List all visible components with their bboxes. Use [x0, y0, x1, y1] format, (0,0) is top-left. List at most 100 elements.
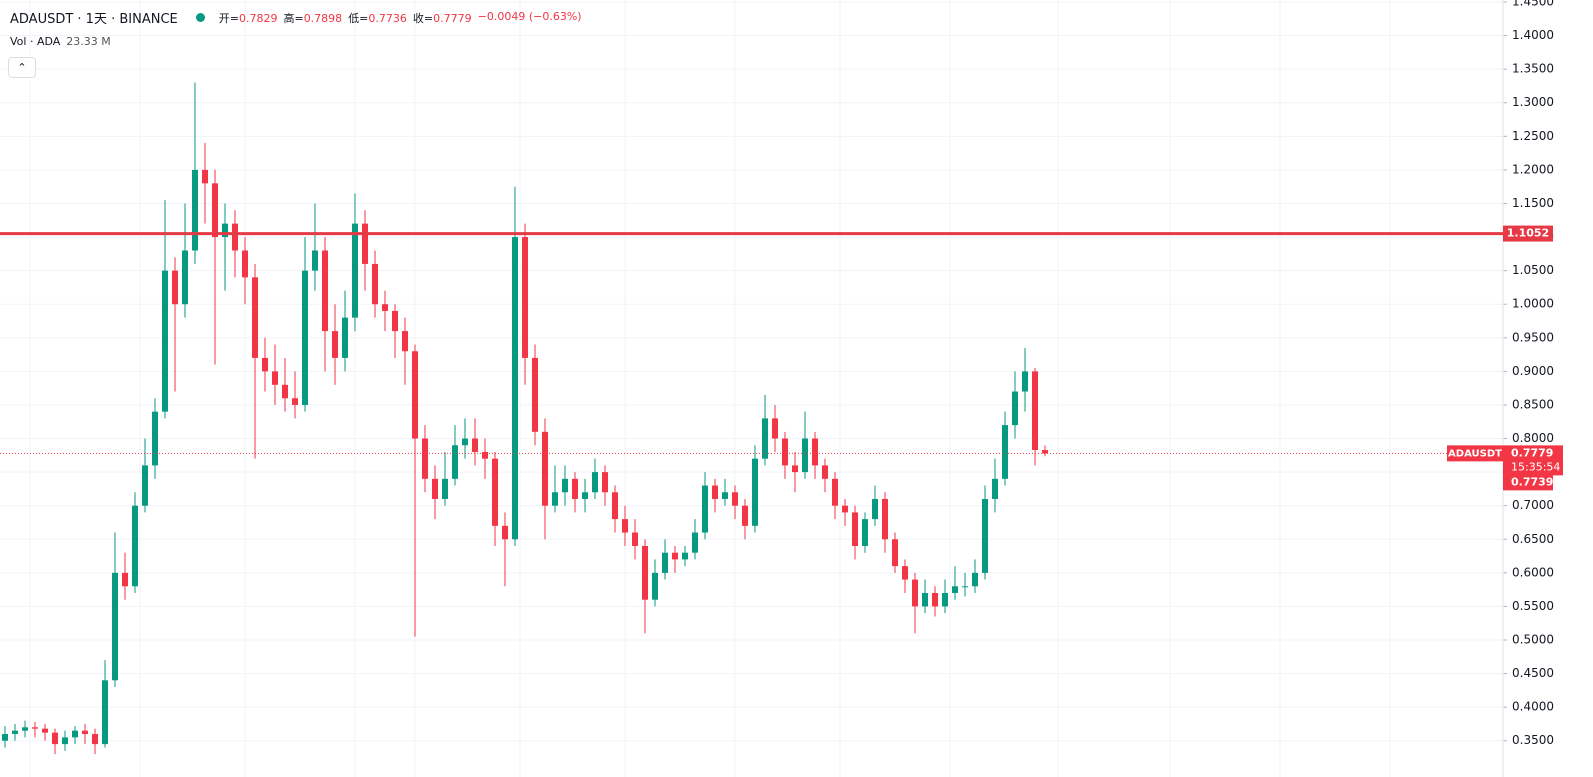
candle-body	[342, 317, 348, 358]
candle-body	[122, 572, 128, 587]
candle-body	[692, 532, 698, 553]
candle-body	[922, 592, 928, 607]
candle-body	[1032, 371, 1038, 451]
last-price-name-box	[1447, 445, 1503, 462]
countdown: 15:35:54	[1511, 460, 1560, 473]
candle-body	[1042, 450, 1048, 454]
candle-body	[852, 512, 858, 546]
candle-body	[892, 539, 898, 567]
y-tick-label: 1.3000	[1512, 95, 1554, 109]
candle-body	[712, 485, 718, 499]
candle-body	[632, 532, 638, 546]
candle-body	[1002, 425, 1008, 479]
legend-key: 低=	[348, 11, 369, 25]
y-tick-label: 0.6000	[1512, 565, 1554, 579]
candle-body	[202, 169, 208, 184]
marker-label: 0.7739	[1511, 475, 1553, 488]
candle-body	[582, 492, 588, 499]
candle-body	[502, 525, 508, 540]
candle-body	[672, 552, 678, 560]
candle-body	[92, 734, 98, 745]
candle-body	[882, 498, 888, 540]
candle-body	[172, 270, 178, 305]
candle-body	[102, 680, 108, 745]
candle-body	[492, 458, 498, 526]
candle-body	[272, 371, 278, 385]
y-tick-label: 1.2500	[1512, 129, 1554, 143]
candle-body	[642, 545, 648, 600]
symbol[interactable]: ADAUSDT · 1天 · BINANCE	[10, 12, 178, 27]
y-tick-label: 0.4000	[1512, 700, 1554, 714]
candle-body	[932, 592, 938, 607]
y-tick-label: 1.3500	[1512, 62, 1554, 76]
candle-body	[1012, 391, 1018, 426]
candle-body	[682, 552, 688, 560]
candle-body	[472, 438, 478, 452]
ohlc-legend: 开=0.7829 高=0.7898 低=0.7736 收=0.7779 −0.0049 …	[219, 10, 582, 26]
candle-body	[162, 270, 168, 412]
marker-box	[1503, 474, 1553, 491]
volume-label: Vol · ADA	[10, 35, 61, 48]
legend-item: 高=0.7898	[283, 10, 342, 26]
candle-body	[372, 263, 378, 305]
collapse-button[interactable]: ⌃	[8, 57, 36, 78]
candle-body	[812, 438, 818, 466]
candle-body	[12, 730, 18, 735]
volume-legend: Vol · ADA 23.33 M	[10, 35, 111, 48]
candle-body	[842, 505, 848, 513]
candle-body	[82, 730, 88, 735]
candle-body	[432, 478, 438, 499]
candle-body	[952, 586, 958, 593]
candle-body	[32, 727, 38, 729]
legend-item: 低=0.7736	[348, 10, 407, 26]
candle-body	[262, 357, 268, 372]
candle-body	[252, 277, 258, 358]
candle-body	[72, 730, 78, 738]
y-tick-label: 0.6500	[1512, 532, 1554, 546]
legend-key: 收=	[412, 11, 434, 25]
candle-body	[462, 438, 468, 446]
candle-body	[1022, 371, 1028, 392]
candle-body	[412, 351, 418, 439]
h-line-label: 1.1052	[1507, 227, 1549, 240]
candle-body	[902, 566, 908, 580]
candle-body	[362, 223, 368, 264]
candle-body	[142, 465, 148, 506]
candle-body	[912, 579, 918, 607]
y-tick-label: 1.2000	[1512, 162, 1554, 176]
candle-body	[132, 505, 138, 587]
legend-item: −0.0049 (−0.63%)	[478, 10, 582, 26]
candle-body	[752, 458, 758, 526]
candle-body	[62, 737, 68, 745]
candle-body	[512, 237, 518, 540]
candle-body	[602, 472, 608, 493]
candle-body	[242, 250, 248, 278]
last-price-label: 0.7779	[1511, 446, 1553, 459]
candle-body	[332, 331, 338, 358]
candle-body	[772, 418, 778, 439]
candle-body	[722, 492, 728, 499]
y-tick-label: 1.4000	[1512, 28, 1554, 42]
candle-body	[392, 310, 398, 332]
legend-value: 0.7736	[368, 11, 407, 25]
legend-value: 0.7779	[433, 11, 472, 25]
candle-body	[652, 572, 658, 600]
status-dot	[195, 13, 205, 22]
candle-body	[422, 438, 428, 479]
legend-value: 0.7829	[238, 11, 278, 25]
header: ADAUSDT · 1天 · BINANCE 开=0.7829 高=0.7898 低…	[10, 8, 582, 28]
candle-body	[612, 492, 618, 520]
candle-body	[192, 169, 198, 251]
legend-value: −0.0049 (−0.63%)	[477, 9, 582, 23]
candle-body	[222, 223, 228, 238]
legend-value: 0.7898	[303, 11, 343, 25]
candle-body	[702, 485, 708, 533]
candle-body	[402, 331, 408, 352]
candle-body	[52, 732, 58, 745]
legend-item: 开=0.7829	[219, 10, 278, 26]
candle-body	[832, 478, 838, 506]
y-tick-label: 0.8000	[1512, 431, 1554, 445]
candle-body	[482, 451, 488, 459]
y-tick-label: 0.9500	[1512, 330, 1554, 344]
